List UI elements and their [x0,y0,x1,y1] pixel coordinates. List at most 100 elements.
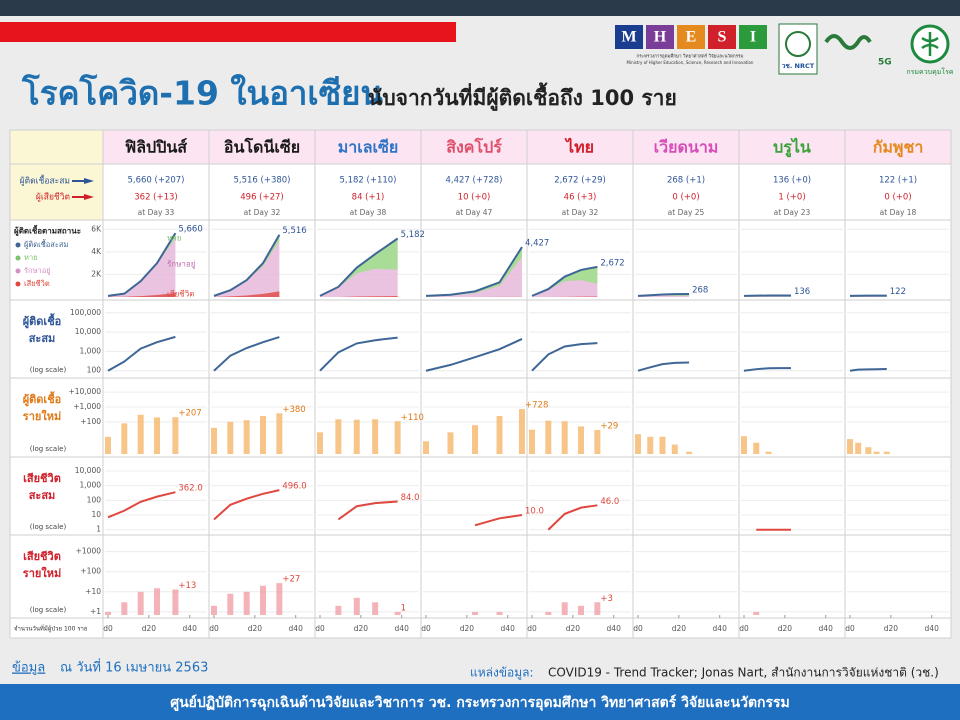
new-cases-bar [847,439,853,454]
new-cases-bar [578,426,585,454]
log-scale-note: (log scale) [30,606,67,614]
day-text: at Day 18 [880,208,917,217]
legend-dot [15,242,21,248]
cases-line [425,246,523,297]
log-scale-note: (log scale) [30,445,67,453]
end-label: 5,182 [401,230,425,240]
deaths-log-line [337,500,398,521]
cases-text: 5,660 (+207) [127,176,184,186]
deaths-text: 1 (+0) [778,193,805,203]
new-cases-bar [227,421,234,454]
new-cases-bar [121,423,128,454]
dept-text: กรมควบคุมโรค [906,67,953,76]
new-deaths-bar [496,611,503,615]
new-cases-bar [865,447,872,454]
new-deaths-bar [335,605,342,615]
arrow [84,178,94,184]
new-cases-bar [765,451,772,454]
logo-box [615,25,643,49]
cases-text: 136 (+0) [773,176,811,186]
row-label: ผู้ติดเชื้อ [23,391,62,407]
cases-log-line [319,336,398,372]
cases-line [213,234,281,297]
cases-text: 268 (+1) [667,176,705,186]
legend-text: ผู้ติดเชื้อสะสม [24,239,68,249]
x-tick-label: d0 [209,624,219,633]
country-name: ไทย [564,138,594,157]
x-tick-label: d0 [845,624,855,633]
row-label: เสียชีวิต [23,472,61,485]
new-cases-bar [260,415,267,454]
end-label: +207 [178,409,201,419]
new-cases-bar [753,442,760,454]
day-text: at Day 38 [350,208,387,217]
end-label: +728 [525,401,548,411]
end-label: 5,660 [178,225,202,235]
country-name: อินโดนีเซีย [224,137,301,157]
new-deaths-bar [394,611,401,615]
logo-letter: E [686,29,697,46]
new-deaths-bar [260,585,267,615]
new-cases-bar [741,436,747,454]
arrow [72,180,84,182]
new-cases-bar [561,421,568,454]
cases-line [107,232,177,297]
red-band [0,22,456,42]
row-label: รายใหม่ [23,566,61,580]
cases-log-line [637,361,690,372]
x-tick-label: d40 [395,624,410,633]
cases-row-label: ผู้ติดเชื้อสะสม [20,175,70,187]
end-label: 122 [890,287,906,297]
day-text: at Day 32 [244,208,281,217]
row-label: สะสม [29,489,56,502]
deaths-area [548,296,598,297]
country-name: เวียดนาม [654,138,719,157]
new-deaths-bar [154,588,161,615]
deaths-log-line [213,489,280,521]
y-tick-label: +1,000 [73,402,101,411]
dept-emblem [921,32,939,56]
deaths-log-line [474,514,523,527]
status-note: เสียชีวิต [167,290,194,299]
cases-line [319,237,399,297]
new-deaths-bar [753,611,760,615]
top-bar [0,0,960,16]
y-tick-label: 100,000 [70,308,101,317]
status-note: หาย [167,234,181,243]
deaths-text: 0 (+0) [884,193,911,203]
cases-text: 122 (+1) [879,176,917,186]
cases-log-line [743,367,791,372]
new-cases-bar [529,429,535,454]
deaths-area [214,291,280,297]
cases-log-line [849,368,887,372]
end-label: 136 [794,287,810,297]
legend-text: หาย [24,253,38,262]
country-name: มาเลเซีย [338,138,399,157]
logo-caption-en: Ministry of Higher Education, Science, R… [627,60,754,65]
y-tick-label: 10 [91,510,101,519]
new-cases-bar [496,415,503,454]
y-tick-label: +10 [85,587,101,596]
y-tick-label: 10,000 [75,466,101,475]
country-name: กัมพูชา [873,138,924,159]
logo-letter: I [750,29,756,46]
cases-log-line [213,336,280,372]
logo-letter: S [718,29,727,46]
x-tick-label: d40 [501,624,516,633]
x-tick-label: d40 [183,624,198,633]
end-label: 5,516 [282,226,306,236]
nrct-emblem [785,31,811,57]
x-tick-label: d20 [142,624,157,633]
end-label: 362.0 [178,484,202,494]
deaths-log-line [107,491,176,519]
x-tick-label: d0 [315,624,325,633]
arrow [84,194,94,200]
end-label: 84.0 [401,493,420,503]
y-tick-label: 100 [87,495,102,504]
log-scale-note: (log scale) [30,366,67,374]
y-tick-label: 10,000 [75,327,101,336]
source-date: ณ วันที่ 16 เมษายน 2563 [60,659,208,676]
status-title: ผู้ติดเชื้อตามสถานะ [14,225,81,237]
x-tick-label: d40 [607,624,622,633]
